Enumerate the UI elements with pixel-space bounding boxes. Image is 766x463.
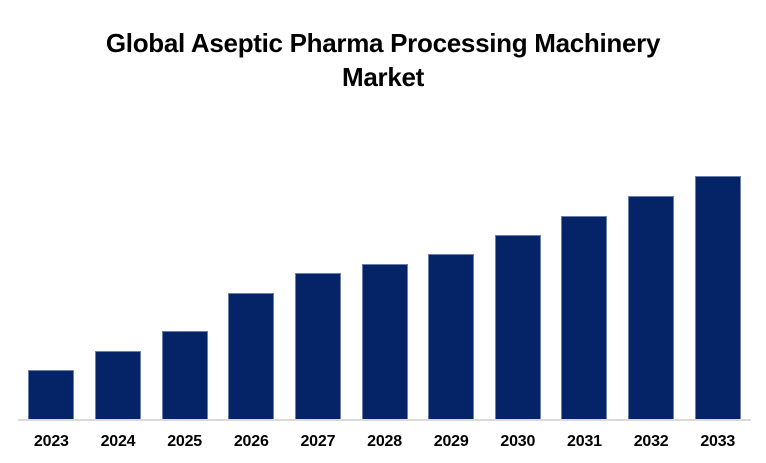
bar-slot-2032 [618, 196, 685, 419]
x-axis-label-2026: 2026 [233, 433, 269, 450]
bar-2032 [628, 196, 675, 419]
bar-slot-2030 [484, 235, 551, 419]
bar-slot-2029 [418, 254, 485, 419]
bar-2029 [428, 254, 475, 419]
x-axis-label-2032: 2032 [633, 433, 669, 450]
x-axis-label-2024: 2024 [100, 433, 136, 450]
x-axis-label-2027: 2027 [300, 433, 336, 450]
bar-2028 [361, 264, 408, 419]
bar-2026 [228, 293, 275, 419]
x-axis-label-2025: 2025 [167, 433, 202, 450]
bar-slot-2031 [551, 216, 618, 419]
bar-slot-2024 [85, 351, 152, 419]
bar-2023 [28, 370, 75, 419]
bar-2025 [161, 331, 208, 419]
x-axis-label-2023: 2023 [33, 433, 69, 450]
bar-2030 [494, 235, 541, 419]
chart-title: Global Aseptic Pharma Processing Machine… [0, 26, 766, 94]
bar-slot-2023 [18, 370, 85, 419]
bar-chart: 2023 2024 2025 2026 2027 2028 2029 2030 2031 2032… [18, 176, 751, 451]
bar-slot-2033 [684, 176, 751, 419]
bar-slot-2026 [218, 293, 285, 419]
bar-slot-2025 [151, 331, 218, 419]
bar-slot-2027 [285, 273, 352, 419]
bar-2031 [561, 216, 608, 419]
x-axis-label-2033: 2033 [700, 433, 736, 450]
x-axis-label-2029: 2029 [433, 433, 469, 450]
bar-2024 [94, 351, 141, 419]
bar-slot-2028 [351, 264, 418, 419]
bar-2027 [294, 273, 341, 419]
chart-title-line1: Global Aseptic Pharma Processing Machine… [105, 28, 661, 58]
x-axis: 2023 2024 2025 2026 2027 2028 2029 2030 2031 2032… [18, 421, 751, 451]
x-axis-label-2028: 2028 [367, 433, 402, 450]
x-axis-label-2031: 2031 [567, 433, 602, 450]
chart-title-line2: Market [341, 62, 424, 92]
x-axis-label-2030: 2030 [500, 433, 536, 450]
plot-area [18, 176, 751, 421]
bar-2033 [694, 176, 741, 419]
